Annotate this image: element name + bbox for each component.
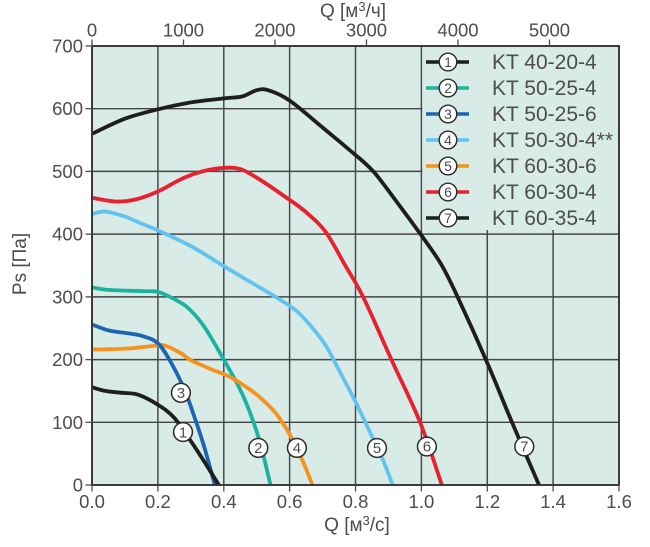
svg-text:4: 4 [293, 440, 301, 457]
svg-text:1.4: 1.4 [540, 491, 566, 512]
svg-text:500: 500 [52, 161, 83, 182]
svg-text:6: 6 [444, 184, 452, 200]
svg-text:KT 60-30-4: KT 60-30-4 [492, 181, 597, 204]
svg-text:300: 300 [52, 286, 83, 307]
svg-text:700: 700 [52, 36, 83, 57]
svg-text:4: 4 [444, 132, 452, 148]
svg-text:2000: 2000 [254, 20, 295, 41]
svg-text:5: 5 [444, 158, 452, 174]
svg-text:0.6: 0.6 [277, 491, 303, 512]
svg-text:400: 400 [52, 224, 83, 245]
svg-text:0.0: 0.0 [79, 491, 105, 512]
svg-text:200: 200 [52, 349, 83, 370]
svg-text:1: 1 [179, 425, 187, 442]
svg-text:0.8: 0.8 [343, 491, 369, 512]
svg-text:2: 2 [444, 80, 452, 96]
svg-text:5: 5 [373, 440, 381, 457]
svg-text:3: 3 [444, 106, 452, 122]
svg-text:Q [м3/ч]: Q [м3/ч] [320, 0, 386, 22]
svg-text:0.2: 0.2 [145, 491, 171, 512]
svg-text:0: 0 [73, 475, 83, 496]
svg-text:5000: 5000 [529, 20, 570, 41]
svg-text:0: 0 [87, 20, 97, 41]
svg-text:KT 60-35-4: KT 60-35-4 [492, 207, 597, 230]
svg-text:100: 100 [52, 412, 83, 433]
svg-text:7: 7 [444, 210, 452, 226]
svg-text:KT 50-25-4: KT 50-25-4 [492, 77, 597, 100]
svg-text:KT 50-30-4**: KT 50-30-4** [492, 129, 613, 152]
svg-text:KT 40-20-4: KT 40-20-4 [492, 51, 597, 74]
svg-text:6: 6 [423, 439, 431, 456]
svg-text:1.0: 1.0 [409, 491, 435, 512]
svg-text:4000: 4000 [437, 20, 478, 41]
svg-text:7: 7 [520, 439, 528, 456]
svg-text:1.6: 1.6 [606, 491, 632, 512]
svg-text:0.4: 0.4 [211, 491, 237, 512]
svg-text:600: 600 [52, 98, 83, 119]
svg-text:1.2: 1.2 [474, 491, 500, 512]
svg-text:KT 60-30-6: KT 60-30-6 [492, 155, 597, 178]
svg-text:1: 1 [444, 54, 452, 70]
svg-text:1000: 1000 [163, 20, 204, 41]
svg-text:3: 3 [177, 385, 185, 402]
svg-text:2: 2 [254, 440, 262, 457]
svg-text:Ps [Па]: Ps [Па] [10, 233, 31, 295]
svg-text:Q [м3/c]: Q [м3/c] [324, 513, 390, 536]
svg-text:KT 50-25-6: KT 50-25-6 [492, 103, 597, 126]
svg-text:3000: 3000 [346, 20, 387, 41]
